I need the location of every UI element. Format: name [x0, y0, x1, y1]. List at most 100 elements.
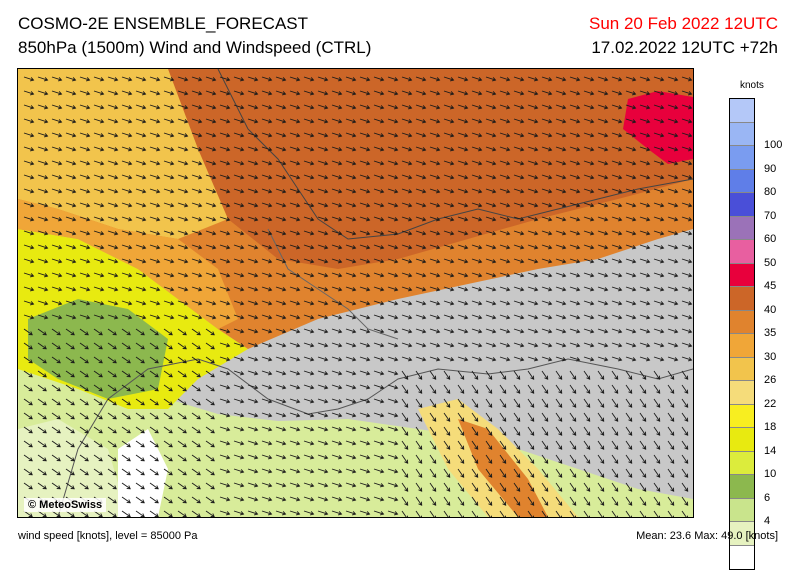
wind-arrow [415, 174, 426, 179]
wind-arrow-head [589, 203, 595, 208]
wind-arrow [289, 468, 300, 473]
wind-arrow-head [421, 77, 427, 82]
wind-arrow [667, 132, 678, 137]
wind-arrow [177, 440, 187, 448]
wind-arrow-head [687, 287, 693, 292]
wind-arrow-head [474, 487, 479, 492]
wind-arrow-head [614, 487, 619, 492]
wind-arrow-head [70, 373, 75, 378]
wind-arrow-head [589, 91, 595, 96]
wind-arrow-head [365, 77, 371, 82]
wind-arrow-head [337, 273, 343, 278]
wind-arrow-head [656, 459, 661, 464]
wind-arrow-head [84, 443, 89, 448]
wind-arrow-head [365, 301, 371, 306]
wind-arrow-head [140, 373, 145, 378]
wind-arrow [345, 440, 356, 445]
wind-arrow [485, 370, 493, 380]
wind-arrow-head [617, 245, 623, 250]
wind-arrow [79, 160, 90, 165]
wind-arrow-head [519, 301, 525, 306]
wind-arrow [611, 300, 622, 305]
wind-arrow-head [210, 471, 215, 476]
wind-arrow-head [42, 471, 47, 476]
wind-arrow-head [365, 399, 371, 404]
wind-arrow-head [351, 245, 357, 250]
wind-arrow-head [281, 483, 287, 488]
wind-arrow-head [421, 315, 427, 320]
wind-arrow-head [502, 487, 507, 492]
wind-arrow-head [295, 427, 301, 432]
wind-arrow [415, 258, 426, 263]
wind-arrow [625, 510, 631, 517]
wind-arrow [93, 440, 103, 448]
wind-arrow-head [42, 345, 47, 350]
wind-arrow [163, 300, 174, 305]
wind-arrow-head [432, 459, 437, 464]
wind-arrow [527, 90, 538, 95]
wind-arrow [527, 118, 538, 123]
wind-arrow [583, 216, 594, 221]
wind-arrow-head [477, 515, 479, 517]
wind-arrow [611, 160, 622, 165]
wind-arrow [569, 426, 577, 436]
wind-arrow [429, 398, 437, 408]
wind-arrow-head [71, 315, 77, 320]
wind-arrow [359, 258, 370, 263]
wind-arrow-head [393, 315, 399, 320]
wind-arrow-head [572, 417, 577, 422]
wind-arrow [597, 342, 608, 347]
wind-arrow [331, 454, 342, 459]
wind-arrow-head [379, 203, 385, 208]
wind-arrow [457, 468, 465, 478]
wind-arrow-head [687, 245, 693, 250]
wind-arrow [499, 412, 507, 422]
wind-arrow-head [337, 385, 343, 390]
wind-arrow [373, 244, 384, 249]
wind-arrow [457, 426, 465, 436]
wind-arrow-head [533, 217, 539, 222]
wind-arrow [303, 426, 314, 431]
wind-arrow [205, 342, 215, 350]
wind-arrow [51, 132, 62, 137]
wind-arrow-head [197, 133, 203, 138]
wind-arrow [345, 258, 356, 263]
wind-arrow [51, 356, 61, 364]
wind-arrow-head [558, 459, 563, 464]
wind-arrow [513, 328, 524, 333]
wind-arrow-head [99, 315, 105, 320]
wind-arrow [569, 314, 580, 319]
wind-arrow [233, 230, 244, 235]
wind-arrow [51, 258, 62, 263]
wind-arrow-head [337, 77, 343, 82]
wind-arrow [639, 412, 647, 422]
copyright-credit: © MeteoSwiss [24, 498, 107, 512]
wind-arrow [513, 258, 524, 263]
wind-arrow-head [421, 301, 427, 306]
legend-swatch [730, 169, 754, 193]
wind-arrow-head [309, 441, 315, 446]
wind-arrow [415, 300, 426, 305]
wind-arrow-head [393, 455, 399, 460]
wind-arrow [667, 286, 678, 291]
wind-arrow-head [603, 329, 609, 334]
wind-arrow [135, 356, 145, 364]
wind-arrow [135, 412, 145, 420]
wind-arrow-head [239, 301, 245, 306]
wind-arrow [569, 132, 580, 137]
wind-arrow [625, 496, 633, 506]
wind-arrow [303, 174, 314, 179]
wind-arrow-head [656, 431, 661, 436]
wind-arrow-head [631, 105, 637, 110]
wind-arrow-head [267, 287, 273, 292]
wind-arrow-head [99, 133, 105, 138]
wind-arrow [625, 118, 636, 123]
wind-arrow-head [393, 469, 399, 474]
wind-arrow-head [589, 119, 595, 124]
wind-arrow-head [463, 357, 469, 362]
wind-arrow [23, 398, 33, 406]
wind-arrow [401, 104, 412, 109]
wind-arrow-head [253, 455, 259, 460]
wind-arrow [541, 216, 552, 221]
wind-arrow-head [502, 501, 507, 506]
